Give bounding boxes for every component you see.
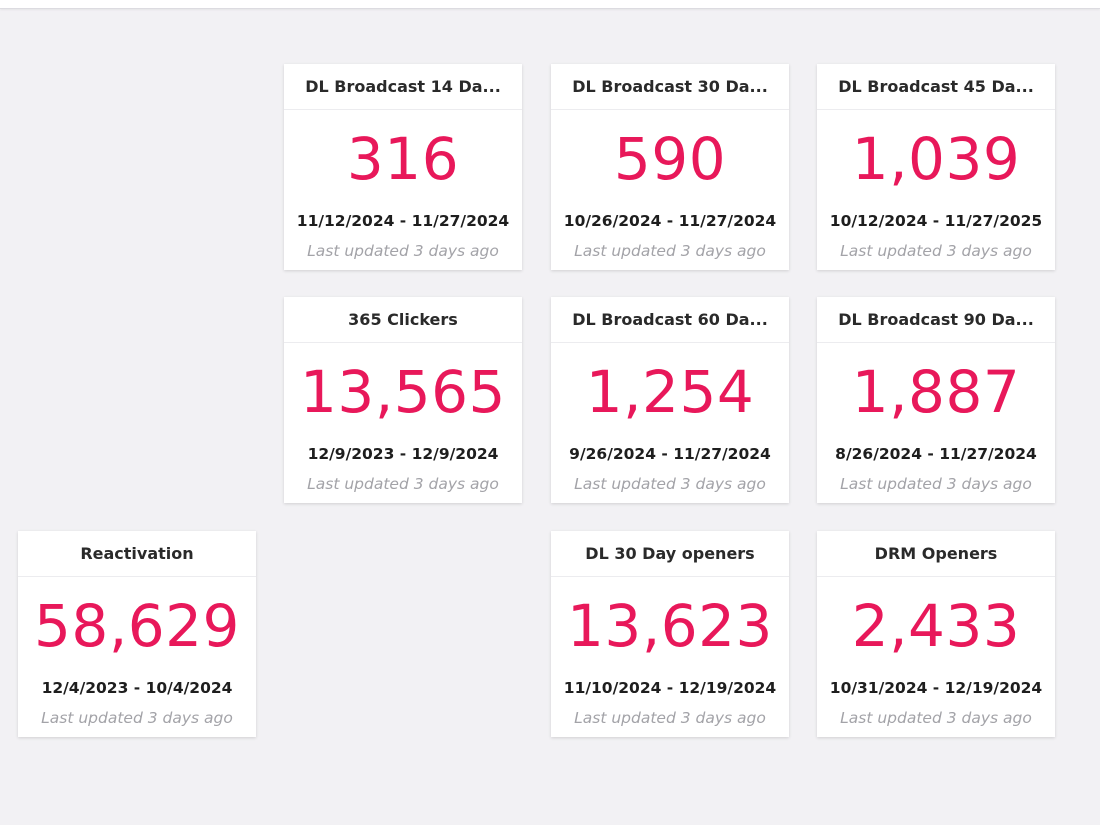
card-last-updated: Last updated 3 days ago xyxy=(574,709,766,727)
top-bar xyxy=(0,0,1100,9)
card-title[interactable]: DL Broadcast 14 Da... xyxy=(284,64,522,110)
card-last-updated: Last updated 3 days ago xyxy=(574,242,766,260)
card-value: 13,565 xyxy=(300,358,506,426)
card-last-updated: Last updated 3 days ago xyxy=(840,709,1032,727)
card-value: 316 xyxy=(346,125,460,193)
card-value: 13,623 xyxy=(567,592,773,660)
metric-card-365-clickers[interactable]: 365 Clickers 13,565 12/9/2023 - 12/9/202… xyxy=(284,297,522,503)
card-date-range: 12/4/2023 - 10/4/2024 xyxy=(41,679,233,697)
metric-card-dl-broadcast-30[interactable]: DL Broadcast 30 Da... 590 10/26/2024 - 1… xyxy=(551,64,789,270)
card-date-range: 11/10/2024 - 12/19/2024 xyxy=(563,679,777,697)
metric-card-dl-broadcast-60[interactable]: DL Broadcast 60 Da... 1,254 9/26/2024 - … xyxy=(551,297,789,503)
card-last-updated: Last updated 3 days ago xyxy=(307,475,499,493)
card-title[interactable]: DRM Openers xyxy=(817,531,1055,577)
metric-card-dl-30-day-openers[interactable]: DL 30 Day openers 13,623 11/10/2024 - 12… xyxy=(551,531,789,737)
card-date-range: 10/31/2024 - 12/19/2024 xyxy=(829,679,1043,697)
card-value: 58,629 xyxy=(34,592,240,660)
card-title[interactable]: Reactivation xyxy=(18,531,256,577)
metric-card-reactivation[interactable]: Reactivation 58,629 12/4/2023 - 10/4/202… xyxy=(18,531,256,737)
card-last-updated: Last updated 3 days ago xyxy=(840,475,1032,493)
card-date-range: 11/12/2024 - 11/27/2024 xyxy=(296,212,510,230)
metric-card-dl-broadcast-45[interactable]: DL Broadcast 45 Da... 1,039 10/12/2024 -… xyxy=(817,64,1055,270)
card-value: 2,433 xyxy=(851,592,1021,660)
card-date-range: 10/26/2024 - 11/27/2024 xyxy=(563,212,777,230)
card-title[interactable]: DL Broadcast 30 Da... xyxy=(551,64,789,110)
card-title[interactable]: DL Broadcast 45 Da... xyxy=(817,64,1055,110)
card-date-range: 12/9/2023 - 12/9/2024 xyxy=(307,445,499,463)
card-value: 590 xyxy=(613,125,727,193)
card-value: 1,039 xyxy=(851,125,1021,193)
metric-card-drm-openers[interactable]: DRM Openers 2,433 10/31/2024 - 12/19/202… xyxy=(817,531,1055,737)
card-value: 1,254 xyxy=(585,358,755,426)
card-title[interactable]: DL Broadcast 90 Da... xyxy=(817,297,1055,343)
card-title[interactable]: DL 30 Day openers xyxy=(551,531,789,577)
card-last-updated: Last updated 3 days ago xyxy=(840,242,1032,260)
card-title[interactable]: DL Broadcast 60 Da... xyxy=(551,297,789,343)
card-date-range: 9/26/2024 - 11/27/2024 xyxy=(569,445,771,463)
card-date-range: 10/12/2024 - 11/27/2025 xyxy=(829,212,1043,230)
card-last-updated: Last updated 3 days ago xyxy=(574,475,766,493)
card-date-range: 8/26/2024 - 11/27/2024 xyxy=(835,445,1037,463)
card-value: 1,887 xyxy=(851,358,1021,426)
card-title[interactable]: 365 Clickers xyxy=(284,297,522,343)
metric-card-dl-broadcast-90[interactable]: DL Broadcast 90 Da... 1,887 8/26/2024 - … xyxy=(817,297,1055,503)
card-last-updated: Last updated 3 days ago xyxy=(307,242,499,260)
metric-card-dl-broadcast-14[interactable]: DL Broadcast 14 Da... 316 11/12/2024 - 1… xyxy=(284,64,522,270)
card-last-updated: Last updated 3 days ago xyxy=(41,709,233,727)
